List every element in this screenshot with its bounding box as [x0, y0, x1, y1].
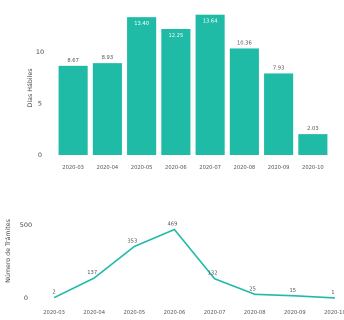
line-xtick-label: 2020-03: [43, 310, 65, 316]
bar-chart-dias-habiles: Días Hábiles 0 5 10 8.67 8.93 13.40 12.25 13.6…: [26, 14, 328, 171]
bar-chart-ylabel: Días Hábiles: [26, 69, 34, 108]
bar-xtick-label: 2020-08: [234, 165, 256, 171]
bar: [195, 14, 225, 156]
bar: [92, 63, 122, 155]
bar-data-label: 8.93: [102, 55, 114, 61]
line-xtick-label: 2020-09: [284, 310, 306, 316]
line-data-label: 25: [249, 286, 256, 292]
line-chart-numero-tramites: Número de Trámites 0 500 2 137 353 469 132 25 1…: [4, 219, 344, 316]
line-data-label: 1: [331, 290, 334, 296]
bar-xtick-label: 2020-10: [302, 165, 324, 171]
bar-xtick-label: 2020-09: [268, 165, 290, 171]
bar-xtick-label: 2020-07: [199, 165, 221, 171]
bar-data-label: 13.64: [203, 19, 219, 25]
bar-data-label: 13.40: [134, 21, 149, 27]
line-xtick-label: 2020-08: [244, 310, 266, 316]
bar: [264, 73, 294, 155]
line-data-label: 137: [87, 270, 97, 276]
bar: [58, 65, 88, 155]
line-ytick-label: 500: [20, 221, 32, 229]
bar-data-label: 12.25: [168, 33, 183, 39]
bar: [161, 29, 191, 155]
line-xtick-label: 2020-07: [204, 310, 226, 316]
line-data-label: 132: [208, 271, 218, 277]
bar-xtick-label: 2020-05: [131, 165, 153, 171]
bar-ytick-label: 5: [38, 100, 42, 108]
bar: [229, 48, 259, 155]
line-series: [53, 228, 335, 299]
bar-ytick-label: 10: [36, 48, 44, 56]
line-chart-ylabel: Número de Trámites: [4, 219, 12, 283]
bar-data-label: 10.36: [237, 40, 252, 46]
bar: [127, 17, 157, 155]
bar-xtick-label: 2020-06: [165, 165, 187, 171]
bar-ytick-label: 0: [38, 151, 42, 159]
bar-xtick-label: 2020-04: [97, 165, 119, 171]
bar: [298, 134, 328, 155]
line-data-label: 15: [290, 288, 297, 294]
bar-data-label: 8.67: [67, 58, 79, 64]
line-ytick-label: 0: [24, 294, 28, 302]
line-data-label: 469: [167, 222, 177, 228]
bar-data-label: 7.93: [273, 65, 285, 71]
line-xtick-label: 2020-06: [164, 310, 186, 316]
bar-data-label: 2.03: [307, 126, 319, 132]
line-xtick-label: 2020-05: [123, 310, 145, 316]
line-data-label: 353: [127, 238, 137, 244]
line-data-label: 2: [52, 290, 55, 296]
bar-xtick-label: 2020-03: [62, 165, 84, 171]
line-xtick-label: 2020-04: [83, 310, 105, 316]
line-xtick-label: 2020-10: [324, 310, 344, 316]
